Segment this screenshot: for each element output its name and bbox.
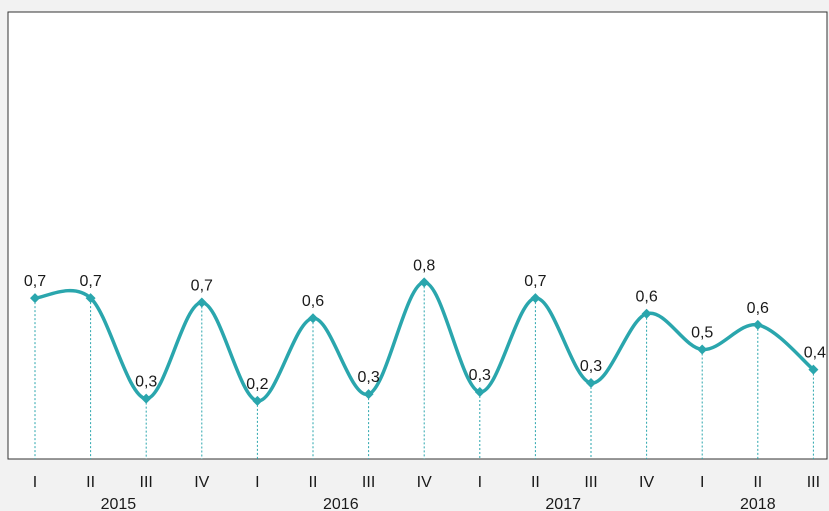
data-point-marker: [530, 293, 541, 304]
data-point-marker: [419, 277, 430, 288]
x-tick-label: III: [584, 474, 597, 491]
data-point-marker: [808, 364, 819, 375]
x-year-label: 2017: [545, 496, 581, 511]
data-label: 0,8: [413, 257, 435, 274]
markers: [30, 277, 819, 406]
data-point-marker: [363, 389, 374, 400]
data-label: 0,3: [357, 369, 379, 386]
x-year-label: 2016: [323, 496, 359, 511]
data-point-marker: [196, 297, 207, 308]
data-labels: 0,7 0,7 0,3 0,7 0,2 0,6 0,3 0,8 0,3 0,7 0,3 0,6 0,5 0…: [24, 257, 826, 392]
x-tick-label: IV: [417, 474, 432, 491]
x-tick-label: II: [309, 474, 318, 491]
x-axis-year-labels: 2015 2016 2017 2018: [101, 496, 776, 511]
data-point-marker: [30, 293, 40, 304]
data-label: 0,5: [691, 324, 713, 341]
x-tick-label: I: [33, 474, 37, 491]
data-point-marker: [586, 378, 596, 389]
data-label: 0,7: [24, 273, 46, 290]
data-point-marker: [308, 313, 318, 324]
droplines: [34, 282, 814, 459]
data-point-marker: [85, 293, 96, 304]
x-tick-label: II: [531, 474, 540, 491]
data-label: 0,3: [135, 374, 157, 391]
x-year-label: 2018: [740, 496, 776, 511]
data-label: 0,6: [747, 300, 769, 317]
data-label: 0,7: [524, 273, 546, 290]
data-label: 0,7: [191, 278, 213, 295]
data-point-marker: [141, 393, 152, 404]
data-label: 0,6: [302, 293, 324, 310]
x-axis-tick-labels: I II III IV I II III IV I II III IV I II III: [33, 474, 820, 491]
data-point-marker: [697, 344, 708, 355]
data-label: 0,3: [580, 358, 602, 375]
x-tick-label: II: [753, 474, 762, 491]
x-tick-label: I: [255, 474, 259, 491]
x-tick-label: III: [807, 474, 820, 491]
series-line: [33, 280, 816, 403]
x-year-label: 2015: [101, 496, 137, 511]
data-point-marker: [474, 386, 485, 397]
data-point-marker: [641, 308, 652, 319]
x-tick-label: I: [700, 474, 704, 491]
x-tick-label: IV: [194, 474, 209, 491]
data-label: 0,7: [79, 273, 101, 290]
data-label: 0,3: [469, 367, 491, 384]
x-tick-label: III: [140, 474, 153, 491]
data-point-marker: [752, 319, 763, 330]
x-tick-label: II: [86, 474, 95, 491]
data-label: 0,4: [804, 345, 826, 362]
data-label: 0,2: [246, 376, 268, 393]
x-tick-label: I: [478, 474, 482, 491]
x-tick-label: III: [362, 474, 375, 491]
plot-area: [7, 11, 828, 460]
x-tick-label: IV: [639, 474, 654, 491]
data-point-marker: [252, 395, 263, 406]
data-label: 0,6: [635, 289, 657, 306]
